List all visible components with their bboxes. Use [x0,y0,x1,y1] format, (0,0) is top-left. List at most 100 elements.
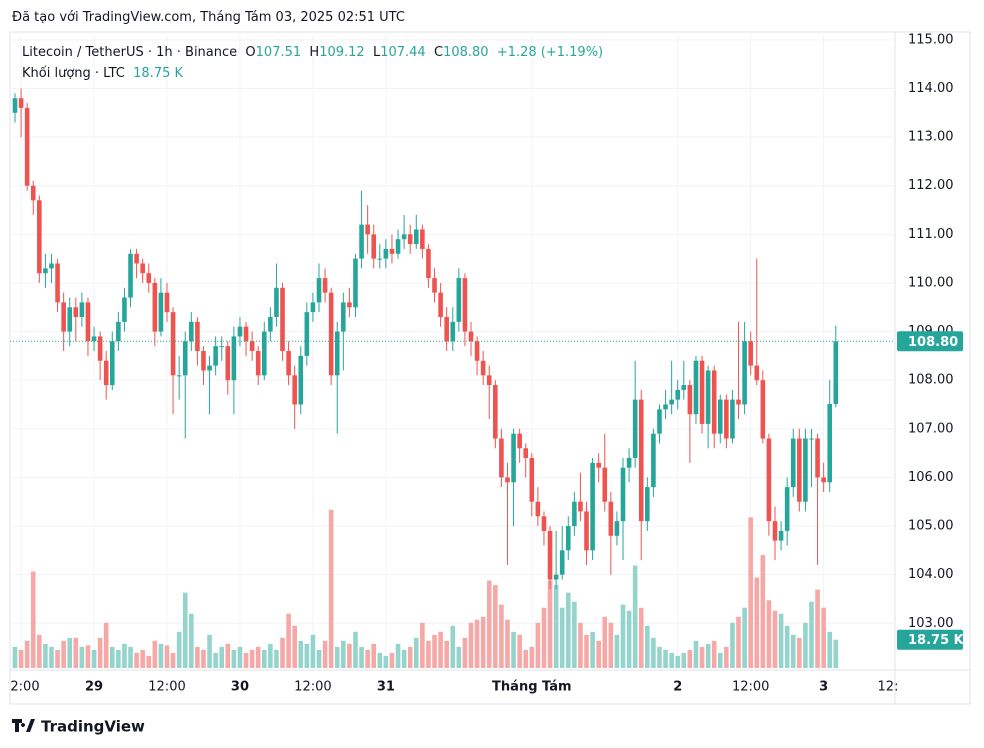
volume-value: 18.75 K [133,66,184,81]
candle-body [711,370,717,434]
candle-body [730,399,735,439]
volume-bar [559,607,565,668]
volume-bar [67,637,73,668]
candle-body [79,302,85,317]
logo-icon [12,719,35,732]
o-label: O [245,45,256,60]
candle-body [61,302,66,332]
candle-body [559,550,565,575]
candle-body [450,321,456,342]
candle-body [122,297,127,322]
volume-bar [645,625,650,668]
candle-body [189,321,194,342]
candle-body [584,511,589,551]
volume-bar [426,640,431,668]
y-tick-label: 113.00 [908,130,954,145]
candle-body [596,462,601,468]
candle-body [717,399,723,434]
high: 109.12 [319,45,365,60]
candle-body [821,477,826,483]
volume-bar [24,640,30,668]
candle-body [736,399,741,405]
volume-bar [237,646,243,668]
volume-bar [341,640,346,668]
candle-body [705,370,711,424]
candle-body [517,433,522,449]
candle-body [790,438,796,488]
volume-bar [766,600,772,668]
candle-body [608,501,614,536]
candle-body [213,346,218,366]
candle-body [359,224,364,259]
volume-bar [365,649,370,668]
volume-bar [140,649,145,668]
x-tick-label: 31 [377,680,395,695]
volume-bar [717,652,723,668]
volume-bar [687,649,693,668]
candle-body [456,278,462,322]
volume-bar [505,619,510,668]
candle-body [565,526,571,551]
volume-bar [243,652,249,668]
open: 107.51 [255,45,302,60]
volume-bar [353,631,358,668]
volume-bar [626,610,632,668]
volume-bar [116,649,121,668]
c-label: C [433,45,444,60]
volume-bar [432,634,437,668]
candle-body [681,385,687,390]
candle-body [760,380,766,439]
volume-bar [790,634,796,668]
candle-body [553,574,559,580]
volume-bar [620,604,626,668]
candle-body [699,360,705,424]
candle-body [219,346,225,348]
y-tick-label: 111.00 [908,227,954,242]
candle-body [772,521,778,541]
volume-bar [176,631,182,668]
x-tick-label: 12:00 [732,680,769,695]
volume-bar [760,554,766,668]
candle-body [231,336,237,381]
candle-body [578,501,583,512]
candle-body [693,360,699,415]
volume-bar [122,643,127,668]
volume-bar [158,643,164,668]
volume-bar [109,646,115,668]
candle-body [91,336,97,342]
volume-bar [18,649,24,668]
x-tick-label: 30 [231,680,249,695]
candle-body [298,355,304,405]
volume-bar [784,625,790,668]
volume-bar [316,649,322,668]
candle-body [389,248,395,254]
volume-bar [231,649,237,668]
volume-bar [322,640,328,668]
candle-body [97,336,103,361]
volume-bar [334,646,340,668]
candle-body [480,360,486,376]
candle-body [322,278,328,293]
volume-bar [584,634,589,668]
candle-body [377,258,383,260]
candle-body [669,399,674,405]
volume-bar [529,646,535,668]
candle-body [201,351,206,371]
candle-body [420,229,425,249]
volume-bar [815,589,820,668]
candle-body [55,263,60,303]
x-tick-label: 12: [878,680,899,695]
volume-bar [541,607,547,668]
volume-bar [809,601,814,668]
volume-bar [693,640,699,668]
volume-bar [657,646,662,668]
volume-bar [651,637,656,668]
candle-body [85,302,91,342]
candle-body [195,321,200,352]
frame [9,31,971,705]
volume-bar [30,571,36,668]
volume-bar [572,601,577,668]
candle-body [37,200,42,274]
volume-bar [803,622,808,668]
